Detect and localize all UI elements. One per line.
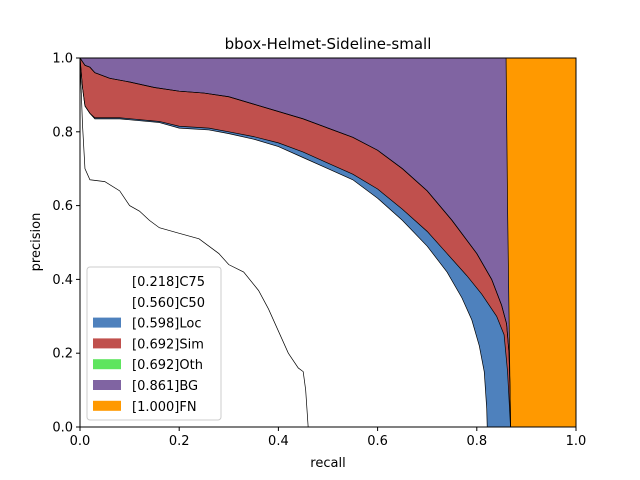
legend-swatch-c50 — [93, 296, 121, 307]
legend-label-bg: [0.861]BG — [132, 379, 198, 394]
legend-label-c50: [0.560]C50 — [132, 296, 205, 311]
legend-swatch-sim — [93, 338, 121, 349]
x-axis-label: recall — [310, 456, 345, 471]
y-tick-label: 0.8 — [52, 125, 73, 140]
plot-frame — [79, 57, 577, 428]
legend-label-loc: [0.598]Loc — [132, 317, 201, 332]
legend-swatch-c75 — [93, 276, 121, 286]
legend-label-sim: [0.692]Sim — [132, 337, 204, 352]
y-axis-label: precision — [29, 213, 44, 272]
legend-swatch-fn — [93, 400, 121, 411]
curve-loc — [79, 57, 511, 428]
legend-swatch-oth — [93, 359, 121, 370]
x-tick-label: 0.0 — [70, 434, 91, 449]
y-tick-label: 0.6 — [52, 199, 73, 214]
x-tick-label: 0.6 — [367, 434, 388, 449]
y-tick-label: 0.4 — [52, 273, 73, 288]
curve-c75 — [79, 57, 309, 428]
legend-label-fn: [1.000]FN — [132, 400, 197, 415]
legend-label-oth: [0.692]Oth — [132, 358, 203, 373]
curve-c50 — [79, 57, 488, 428]
legend: [0.218]C75 [0.560]C50 [0.598]Loc [0.692]Sim… — [86, 266, 222, 421]
x-tick-label: 0.2 — [169, 434, 190, 449]
legend-label-c75: [0.218]C75 — [132, 275, 205, 290]
x-tick-label: 0.8 — [466, 434, 487, 449]
legend-swatch-loc — [93, 317, 121, 328]
curve-oth — [79, 57, 511, 428]
x-axis-ticks: 0.0 0.2 0.4 0.6 0.8 1.0 — [70, 427, 587, 449]
y-tick-label: 0.2 — [52, 347, 73, 362]
legend-swatch-bg — [93, 380, 121, 390]
y-tick-label: 0.0 — [52, 421, 73, 436]
y-tick-label: 1.0 — [52, 52, 73, 67]
y-axis-ticks: 0.0 0.2 0.4 0.6 0.8 1.0 — [52, 52, 80, 436]
x-tick-label: 1.0 — [566, 434, 587, 449]
chart-title: bbox-Helmet-Sideline-small — [225, 35, 432, 53]
x-tick-label: 0.4 — [268, 434, 289, 449]
